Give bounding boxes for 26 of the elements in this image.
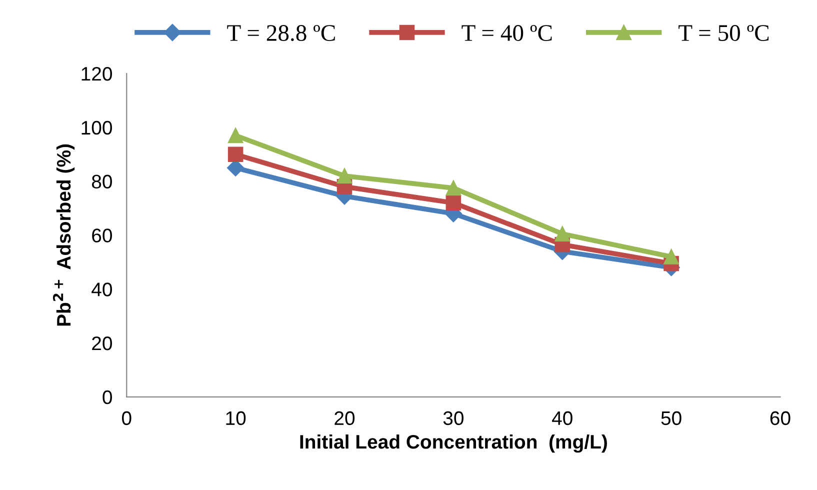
point: [446, 180, 462, 196]
y-tick-label: 60: [92, 228, 112, 242]
point: [228, 146, 244, 162]
x-tick-label: 20: [334, 411, 355, 426]
y-tick-label: 40: [92, 282, 112, 296]
x-tick-label: 60: [770, 411, 790, 426]
point: [664, 249, 679, 264]
y-tick-label: 80: [92, 174, 112, 189]
x-tick-label: 10: [226, 411, 246, 426]
x-tick-label: 40: [552, 411, 572, 426]
y-tick-label: 100: [82, 120, 112, 135]
x-axis-title: Initial Lead Concentration (mg/L): [300, 434, 607, 453]
point: [446, 195, 462, 210]
x-tick-label: 0: [122, 411, 132, 426]
y-tick-label: 0: [102, 390, 112, 404]
x-tick-label: 30: [443, 411, 464, 426]
point: [554, 226, 570, 242]
y-tick-label: 20: [92, 336, 112, 350]
point: [336, 168, 352, 184]
legend-label: T = 40 ºC: [462, 25, 552, 41]
y-tick-label: 120: [82, 66, 112, 81]
x-tick-label: 50: [661, 411, 682, 426]
y-axis-title: Pb$^{2+}$ Adsorbed (%): [52, 144, 75, 326]
legend-label: T = 50 ºC: [678, 25, 769, 41]
point: [228, 128, 244, 144]
legend-label: T = 28.8 ºC: [227, 25, 335, 42]
